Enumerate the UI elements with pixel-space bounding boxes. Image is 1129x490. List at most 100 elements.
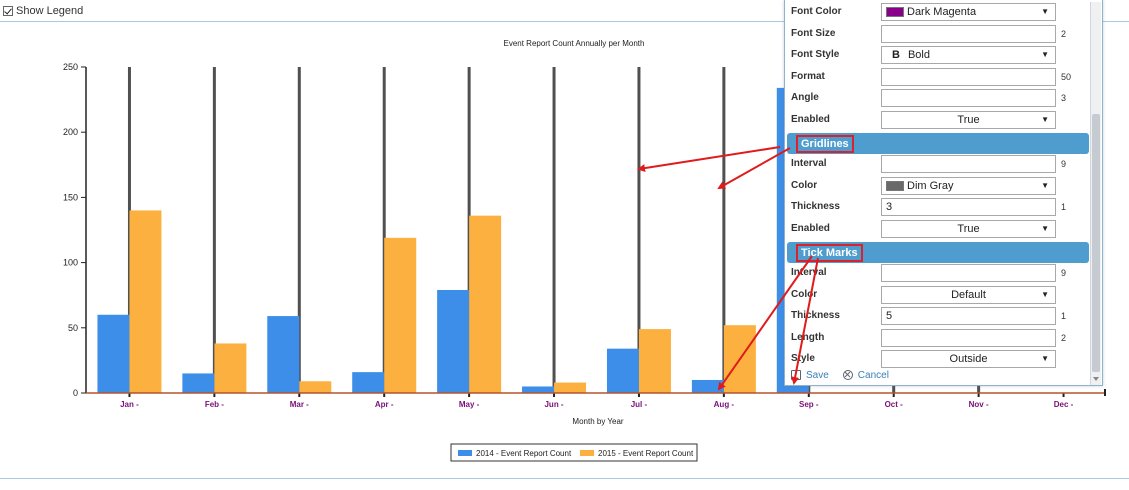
x-tick-label: Oct - (885, 400, 904, 409)
font-size-label: Font Size (791, 27, 836, 39)
x-tick-label: Nov - (969, 400, 989, 409)
thickness-label: Thickness (791, 201, 840, 213)
cancel-button[interactable]: Cancel (842, 370, 889, 381)
tick-color-row: Color Default (785, 285, 1090, 306)
style-label: Style (791, 353, 815, 365)
thickness-input[interactable]: 5 (881, 307, 1056, 326)
thickness-input[interactable]: 3 (881, 198, 1056, 217)
top-font-style-row: Font Style B Bold (785, 45, 1090, 66)
y-tick-label: 50 (68, 323, 78, 333)
thickness-value: 3 (886, 201, 893, 214)
bar-series-2015 (214, 343, 247, 393)
tick-style-row: Style Outside (785, 349, 1090, 370)
enabled-select[interactable]: True (881, 111, 1056, 129)
x-axis-label: Month by Year (572, 417, 623, 426)
enabled-label: Enabled (791, 222, 830, 234)
top-angle-row: Angle 3 (785, 88, 1090, 109)
interval-label: Interval (791, 158, 827, 170)
interval-hint-number: 9 (1061, 268, 1067, 278)
bar-series-2015 (469, 215, 502, 393)
save-button[interactable]: Save (791, 370, 829, 381)
bar-series-2015 (638, 329, 671, 393)
show-legend-checkbox[interactable] (3, 6, 13, 16)
show-legend-toggle[interactable]: Show Legend (3, 5, 83, 17)
font-size-input[interactable] (881, 24, 1056, 43)
gridlines-section-header[interactable]: Gridlines (787, 132, 1089, 154)
color-select[interactable]: Default (881, 285, 1056, 304)
legend-swatch (458, 450, 472, 456)
show-legend-label: Show Legend (16, 5, 84, 17)
top-enabled-row: Enabled True (785, 110, 1090, 131)
style-select[interactable]: Outside (881, 350, 1056, 369)
bar-series-2014 (352, 372, 385, 393)
color-select[interactable]: Dim Gray (881, 176, 1056, 195)
axis-settings-panel: Font Color Dark Magenta Font Size 2 Font Sty… (784, 0, 1103, 386)
interval-input[interactable] (881, 264, 1056, 282)
bar-series-2014 (522, 386, 555, 393)
cancel-icon (842, 370, 853, 381)
top-format-row: Format 50 (785, 67, 1090, 88)
angle-input[interactable] (881, 89, 1056, 108)
format-label: Format (791, 70, 825, 82)
legend-entry-label: 2015 - Event Report Count (598, 449, 694, 458)
bar-series-2014 (267, 316, 300, 393)
scroll-down-icon[interactable] (1093, 377, 1099, 381)
x-tick-label: Dec - (1054, 400, 1074, 409)
bold-icon: B (892, 49, 900, 62)
tick-thickness-row: Thickness 5 1 (785, 306, 1090, 327)
y-tick-label: 250 (63, 62, 78, 72)
interval-input[interactable] (881, 155, 1056, 174)
bar-series-2014 (606, 348, 639, 393)
font-color-select[interactable]: Dark Magenta (881, 3, 1056, 21)
bar-series-2015 (554, 382, 587, 393)
chart-legend (450, 443, 698, 462)
y-tick-label: 0 (73, 388, 78, 398)
top-font-size-row: Font Size 2 (785, 24, 1090, 45)
tick-marks-section-title: Tick Marks (796, 243, 863, 262)
x-tick-label: Jul - (631, 400, 648, 409)
color-value: Default (951, 288, 986, 301)
bar-series-2015 (299, 381, 332, 393)
enabled-value: True (957, 114, 980, 126)
color-swatch (886, 180, 904, 191)
legend-swatch (580, 450, 594, 456)
format-input[interactable] (881, 67, 1056, 86)
bar-series-2014 (691, 379, 724, 393)
panel-actions: Save Cancel (791, 370, 889, 381)
tick-marks-section-header[interactable]: Tick Marks (787, 241, 1089, 263)
angle-label: Angle (791, 92, 819, 104)
grid-thickness-row: Thickness 3 1 (785, 197, 1090, 218)
grid-color-row: Color Dim Gray (785, 176, 1090, 197)
font-color-value: Dark Magenta (907, 6, 977, 18)
save-icon (791, 370, 801, 381)
font-color-label: Font Color (791, 6, 842, 17)
interval-hint-number: 9 (1061, 159, 1067, 170)
scrollbar-thumb[interactable] (1092, 114, 1100, 372)
enabled-label: Enabled (791, 114, 830, 125)
chart-title: Event Report Count Annually per Month (504, 39, 645, 48)
panel-scrollbar[interactable] (1090, 2, 1101, 385)
x-tick-label: Mar - (290, 400, 309, 409)
grid-enabled-row: Enabled True (785, 219, 1090, 240)
bar-series-2015 (384, 237, 417, 393)
enabled-value: True (957, 222, 980, 235)
thickness-hint-number: 1 (1061, 202, 1067, 213)
font-style-label: Font Style (791, 49, 840, 61)
thickness-label: Thickness (791, 310, 840, 322)
bar-series-2014 (437, 289, 470, 393)
length-input[interactable] (881, 328, 1056, 347)
y-tick-label: 200 (63, 127, 78, 137)
enabled-select[interactable]: True (881, 219, 1056, 238)
color-label: Color (791, 288, 818, 300)
x-tick-label: Feb - (205, 400, 224, 409)
format-hint-number: 50 (1061, 71, 1072, 82)
tick-interval-row: Interval 9 (785, 263, 1090, 284)
x-tick-label: Jun - (544, 400, 563, 409)
bar-series-2014 (182, 373, 215, 393)
angle-hint-number: 3 (1061, 93, 1067, 104)
x-tick-label: Sep - (799, 400, 819, 409)
y-tick-label: 150 (63, 192, 78, 202)
font-style-select[interactable]: B Bold (881, 46, 1056, 65)
thickness-hint-number: 1 (1061, 311, 1067, 322)
legend-entry-label: 2014 - Event Report Count (476, 449, 572, 458)
